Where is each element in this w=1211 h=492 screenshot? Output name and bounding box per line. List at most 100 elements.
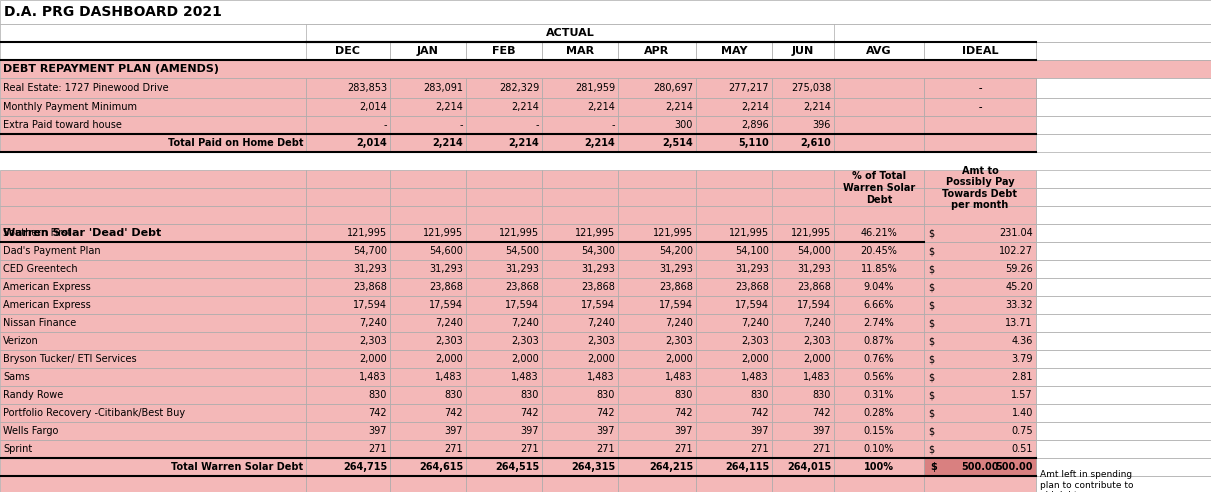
Bar xyxy=(924,314,1035,332)
Bar xyxy=(924,98,1035,116)
Text: 283,091: 283,091 xyxy=(423,83,463,93)
Bar xyxy=(771,386,834,404)
Text: 7,240: 7,240 xyxy=(587,318,615,328)
Bar xyxy=(0,440,306,458)
Bar xyxy=(771,458,834,476)
Bar xyxy=(1035,242,1211,260)
Text: 2,000: 2,000 xyxy=(435,354,463,364)
Bar xyxy=(1035,260,1211,278)
Bar xyxy=(618,242,696,260)
Bar xyxy=(1035,458,1211,476)
Text: $: $ xyxy=(928,372,934,382)
Text: % of Total
Warren Solar
Debt: % of Total Warren Solar Debt xyxy=(843,171,916,205)
Bar xyxy=(924,116,1035,134)
Bar xyxy=(0,458,306,476)
Bar xyxy=(834,440,924,458)
Bar xyxy=(924,368,1035,386)
Text: $: $ xyxy=(928,336,934,346)
Bar xyxy=(0,24,1211,42)
Bar xyxy=(390,440,466,458)
Text: $: $ xyxy=(928,408,934,418)
Bar xyxy=(306,314,390,332)
Text: $: $ xyxy=(928,354,934,364)
Text: Portfolio Recovery -Citibank/Best Buy: Portfolio Recovery -Citibank/Best Buy xyxy=(2,408,185,418)
Text: 0.15%: 0.15% xyxy=(863,426,894,436)
Text: -: - xyxy=(612,120,615,130)
Bar xyxy=(924,386,1035,404)
Bar xyxy=(924,224,1035,242)
Bar xyxy=(618,350,696,368)
Text: 102.27: 102.27 xyxy=(999,246,1033,256)
Text: 4.36: 4.36 xyxy=(1011,336,1033,346)
Text: 2,000: 2,000 xyxy=(360,354,388,364)
Text: 277,217: 277,217 xyxy=(729,83,769,93)
Text: 17,594: 17,594 xyxy=(505,300,539,310)
Text: AVG: AVG xyxy=(866,46,891,56)
Bar xyxy=(466,422,543,440)
Text: 121,995: 121,995 xyxy=(423,228,463,238)
Bar xyxy=(466,458,543,476)
Text: 742: 742 xyxy=(751,408,769,418)
Bar xyxy=(306,440,390,458)
Bar xyxy=(0,314,306,332)
Text: 283,853: 283,853 xyxy=(346,83,388,93)
Bar xyxy=(696,260,771,278)
Bar xyxy=(924,206,1035,224)
Text: 271: 271 xyxy=(521,444,539,454)
Bar xyxy=(543,332,618,350)
Text: DEBT REPAYMENT PLAN (AMENDS): DEBT REPAYMENT PLAN (AMENDS) xyxy=(2,64,219,74)
Text: 2,214: 2,214 xyxy=(435,102,463,112)
Bar xyxy=(306,24,834,42)
Bar xyxy=(306,134,390,152)
Text: 121,995: 121,995 xyxy=(791,228,831,238)
Bar xyxy=(466,134,543,152)
Bar xyxy=(1035,98,1211,116)
Bar xyxy=(466,206,543,224)
Bar xyxy=(1035,188,1211,206)
Text: 2,214: 2,214 xyxy=(803,102,831,112)
Bar xyxy=(543,42,618,60)
Text: Southern First: Southern First xyxy=(2,228,71,238)
Text: -: - xyxy=(978,102,982,112)
Bar xyxy=(0,278,306,296)
Bar xyxy=(924,134,1035,152)
Text: 271: 271 xyxy=(675,444,693,454)
Bar xyxy=(306,170,390,188)
Text: 396: 396 xyxy=(813,120,831,130)
Bar xyxy=(543,386,618,404)
Text: 9.04%: 9.04% xyxy=(863,282,894,292)
Bar xyxy=(0,78,306,98)
Text: American Express: American Express xyxy=(2,300,91,310)
Bar xyxy=(390,224,466,242)
Bar xyxy=(543,134,618,152)
Text: 6.66%: 6.66% xyxy=(863,300,894,310)
Text: 31,293: 31,293 xyxy=(797,264,831,274)
Text: 2,214: 2,214 xyxy=(665,102,693,112)
Text: 121,995: 121,995 xyxy=(653,228,693,238)
Bar xyxy=(834,134,924,152)
Bar xyxy=(466,332,543,350)
Bar xyxy=(696,116,771,134)
Bar xyxy=(466,78,543,98)
Bar xyxy=(390,206,466,224)
Text: Wells Fargo: Wells Fargo xyxy=(2,426,58,436)
Bar xyxy=(543,476,618,492)
Text: 300: 300 xyxy=(675,120,693,130)
Text: $: $ xyxy=(928,246,934,256)
Bar xyxy=(543,78,618,98)
Bar xyxy=(618,170,696,188)
Bar xyxy=(390,422,466,440)
Text: 7,240: 7,240 xyxy=(665,318,693,328)
Text: MAY: MAY xyxy=(721,46,747,56)
Bar xyxy=(924,404,1035,422)
Text: 264,615: 264,615 xyxy=(419,462,463,472)
Bar xyxy=(771,368,834,386)
Text: 54,300: 54,300 xyxy=(581,246,615,256)
Bar xyxy=(466,188,543,206)
Text: 1.40: 1.40 xyxy=(1011,408,1033,418)
Text: $: $ xyxy=(928,426,934,436)
Bar xyxy=(390,42,466,60)
Bar xyxy=(1035,296,1211,314)
Text: $: $ xyxy=(928,300,934,310)
Bar xyxy=(924,78,1035,98)
